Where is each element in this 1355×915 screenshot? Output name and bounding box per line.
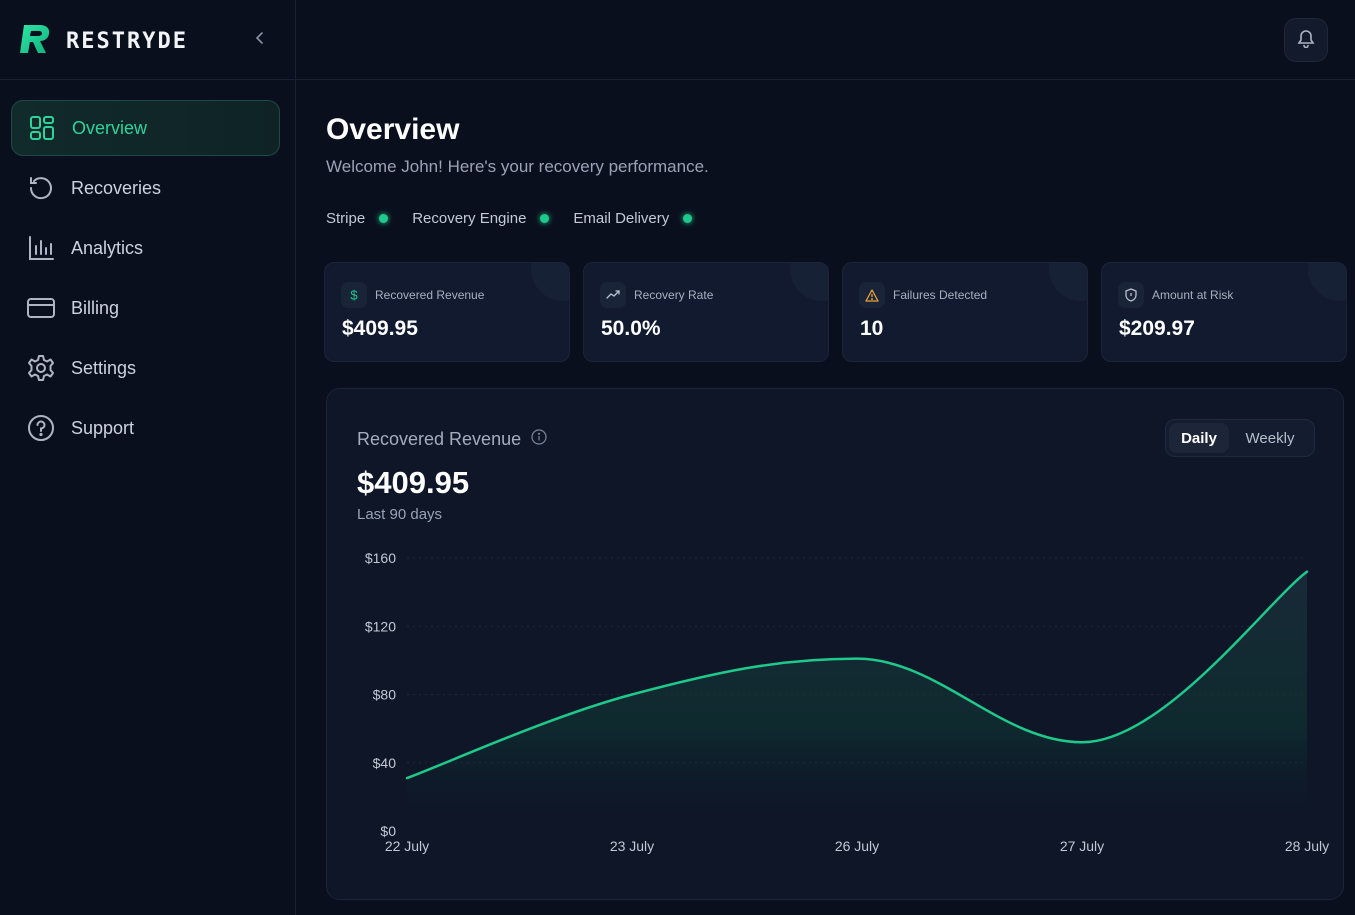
sidebar-item-label: Overview xyxy=(72,117,148,138)
history-icon xyxy=(27,174,55,202)
shield-icon xyxy=(1118,282,1144,308)
notifications-button[interactable] xyxy=(1284,18,1328,62)
metric-card-failures-detected[interactable]: Failures Detected 10 xyxy=(842,262,1088,362)
page-title: Overview xyxy=(326,113,460,146)
metric-value: 10 xyxy=(860,317,884,340)
status-label: Recovery Engine xyxy=(412,210,527,227)
sidebar: RESTRYDE Overview Recoveries xyxy=(0,0,296,915)
sidebar-item-settings[interactable]: Settings xyxy=(11,340,280,396)
metric-label: Recovered Revenue xyxy=(375,288,485,302)
metric-value: $209.97 xyxy=(1119,317,1195,340)
warning-icon xyxy=(859,282,885,308)
panel-period: Last 90 days xyxy=(357,506,443,523)
sidebar-item-label: Analytics xyxy=(71,237,144,258)
metric-cards: $ Recovered Revenue $409.95 Recovery Rat… xyxy=(324,262,1347,362)
metric-card-amount-at-risk[interactable]: Amount at Risk $209.97 xyxy=(1101,262,1347,362)
gear-icon xyxy=(27,354,55,382)
metric-card-recovered-revenue[interactable]: $ Recovered Revenue $409.95 xyxy=(324,262,570,362)
svg-text:$: $ xyxy=(350,288,358,302)
top-bar xyxy=(296,0,1355,80)
bell-icon xyxy=(1296,28,1316,53)
metric-value: 50.0% xyxy=(601,317,661,340)
status-online-dot xyxy=(379,214,389,223)
sidebar-item-overview[interactable]: Overview xyxy=(11,100,280,156)
metric-label: Failures Detected xyxy=(893,288,988,302)
status-label: Email Delivery xyxy=(573,210,670,227)
status-online-dot xyxy=(683,214,693,223)
period-toggle: Daily Weekly xyxy=(1165,419,1315,457)
sidebar-item-billing[interactable]: Billing xyxy=(11,280,280,336)
toggle-weekly[interactable]: Weekly xyxy=(1245,429,1295,447)
sidebar-item-label: Billing xyxy=(71,297,120,318)
metric-value: $409.95 xyxy=(342,317,418,340)
credit-card-icon xyxy=(27,294,55,322)
sidebar-item-recoveries[interactable]: Recoveries xyxy=(11,160,280,216)
status-stripe: Stripe xyxy=(326,210,389,227)
info-icon[interactable] xyxy=(531,429,547,450)
sidebar-item-analytics[interactable]: Analytics xyxy=(11,220,280,276)
brand[interactable]: RESTRYDE xyxy=(18,24,188,58)
recovered-revenue-panel: Recovered Revenue $409.95 Last 90 days D… xyxy=(326,388,1344,900)
brand-name: RESTRYDE xyxy=(66,28,188,54)
metric-card-recovery-rate[interactable]: Recovery Rate 50.0% xyxy=(583,262,829,362)
collapse-sidebar-button[interactable] xyxy=(248,28,272,52)
grid-icon xyxy=(28,114,56,142)
bar-chart-icon xyxy=(27,234,55,262)
sidebar-item-label: Support xyxy=(71,417,135,438)
toggle-daily[interactable]: Daily xyxy=(1169,423,1229,453)
panel-title-text: Recovered Revenue xyxy=(357,429,522,449)
sidebar-divider xyxy=(0,79,296,80)
dollar-icon: $ xyxy=(341,282,367,308)
sidebar-item-label: Settings xyxy=(71,357,137,378)
sidebar-item-support[interactable]: Support xyxy=(11,400,280,456)
panel-total-value: $409.95 xyxy=(357,465,470,500)
metric-label: Amount at Risk xyxy=(1152,288,1234,302)
metric-label: Recovery Rate xyxy=(634,288,714,302)
status-online-dot xyxy=(540,214,550,223)
panel-title: Recovered Revenue xyxy=(357,429,547,450)
logo-icon xyxy=(18,23,52,60)
sidebar-item-label: Recoveries xyxy=(71,177,162,198)
service-status-list: Stripe Recovery Engine Email Delivery xyxy=(326,210,693,227)
status-label: Stripe xyxy=(326,210,366,227)
status-recovery-engine: Recovery Engine xyxy=(412,210,550,227)
trending-up-icon xyxy=(600,282,626,308)
sidebar-nav: Overview Recoveries Analytics xyxy=(11,100,280,460)
page-subtitle: Welcome John! Here's your recovery perfo… xyxy=(326,157,709,176)
help-circle-icon xyxy=(27,414,55,442)
chevron-left-icon xyxy=(254,31,266,50)
status-email-delivery: Email Delivery xyxy=(573,210,693,227)
